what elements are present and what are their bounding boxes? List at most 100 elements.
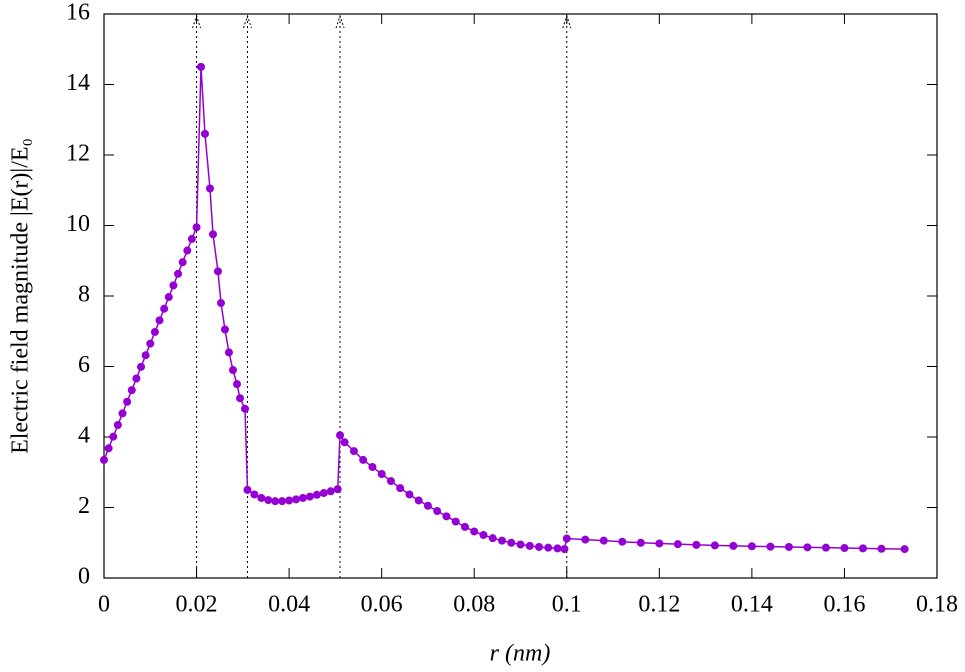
data-point bbox=[216, 299, 225, 308]
data-point bbox=[451, 517, 460, 526]
data-point bbox=[729, 541, 738, 550]
data-point bbox=[535, 542, 544, 551]
data-point bbox=[236, 394, 245, 403]
data-point bbox=[900, 545, 909, 554]
data-point bbox=[298, 493, 307, 502]
x-tick-label: 0.04 bbox=[268, 592, 310, 618]
data-point bbox=[243, 485, 252, 494]
x-tick-label: 0.12 bbox=[638, 592, 680, 618]
data-point bbox=[187, 234, 196, 243]
data-point bbox=[183, 246, 192, 255]
x-tick-label: 0.18 bbox=[916, 592, 958, 618]
data-point bbox=[160, 304, 169, 313]
data-point bbox=[220, 325, 229, 334]
data-point bbox=[104, 444, 113, 453]
data-point bbox=[224, 348, 233, 357]
y-tick-label: 2 bbox=[78, 493, 90, 519]
data-point bbox=[155, 316, 164, 325]
data-point bbox=[349, 447, 358, 456]
data-point bbox=[560, 545, 569, 554]
data-point bbox=[488, 534, 497, 543]
data-point bbox=[271, 497, 280, 506]
data-point bbox=[196, 62, 205, 71]
data-point bbox=[200, 129, 209, 138]
data-point bbox=[359, 455, 368, 464]
data-point bbox=[562, 534, 571, 543]
data-point bbox=[113, 421, 122, 430]
data-point bbox=[213, 267, 222, 276]
data-point bbox=[118, 409, 127, 418]
data-point bbox=[766, 542, 775, 551]
x-tick-label: 0.06 bbox=[361, 592, 403, 618]
data-point bbox=[169, 281, 178, 290]
data-point bbox=[784, 542, 793, 551]
data-point bbox=[205, 184, 214, 193]
x-tick-label: 0 bbox=[98, 592, 110, 618]
data-point bbox=[525, 541, 534, 550]
x-tick-label: 0.16 bbox=[823, 592, 865, 618]
x-tick-label: 0.02 bbox=[176, 592, 218, 618]
data-point bbox=[479, 530, 488, 539]
data-point bbox=[414, 496, 423, 505]
data-point bbox=[141, 351, 150, 360]
data-point bbox=[442, 512, 451, 521]
data-point bbox=[340, 438, 349, 447]
data-point bbox=[174, 269, 183, 278]
x-tick-label: 0.08 bbox=[453, 592, 495, 618]
data-point bbox=[423, 501, 432, 510]
data-point bbox=[100, 455, 108, 464]
data-point bbox=[127, 386, 136, 395]
data-point bbox=[241, 404, 250, 413]
series-line bbox=[103, 66, 905, 550]
data-point bbox=[581, 535, 590, 544]
data-point bbox=[396, 484, 405, 493]
data-point bbox=[692, 540, 701, 549]
y-tick-label: 12 bbox=[66, 141, 90, 167]
data-point bbox=[386, 477, 395, 486]
data-point bbox=[405, 490, 414, 499]
data-point bbox=[460, 522, 469, 531]
data-point bbox=[192, 223, 201, 232]
data-point bbox=[292, 495, 301, 504]
data-point bbox=[747, 542, 756, 551]
x-tick-label: 0.14 bbox=[731, 592, 773, 618]
data-point bbox=[150, 327, 159, 336]
data-point bbox=[137, 362, 146, 371]
data-point bbox=[636, 538, 645, 547]
data-point bbox=[257, 493, 266, 502]
y-tick-label: 0 bbox=[78, 564, 90, 590]
data-point bbox=[336, 431, 345, 440]
data-point bbox=[470, 527, 479, 536]
y-tick-label: 14 bbox=[66, 70, 90, 96]
data-point bbox=[599, 536, 608, 545]
data-point bbox=[544, 543, 553, 552]
data-point bbox=[178, 258, 187, 267]
data-point bbox=[877, 544, 886, 553]
data-point bbox=[123, 397, 132, 406]
boundary-arrow bbox=[335, 14, 345, 29]
data-point bbox=[132, 374, 141, 383]
data-point bbox=[710, 541, 719, 550]
x-tick-label: 0.1 bbox=[552, 592, 582, 618]
data-point bbox=[250, 490, 259, 499]
boundary-arrow bbox=[242, 14, 252, 29]
y-tick-label: 10 bbox=[66, 211, 90, 237]
data-point bbox=[264, 496, 273, 505]
data-point bbox=[305, 492, 314, 501]
data-point bbox=[655, 539, 664, 548]
data-point bbox=[146, 339, 155, 348]
data-point bbox=[319, 489, 328, 498]
data-point bbox=[840, 544, 849, 553]
data-point bbox=[821, 543, 830, 552]
data-point bbox=[109, 432, 118, 441]
data-point bbox=[553, 544, 562, 553]
data-point bbox=[618, 537, 627, 546]
data-point bbox=[803, 543, 812, 552]
y-tick-label: 8 bbox=[78, 282, 90, 308]
data-point bbox=[368, 462, 377, 471]
x-axis-label: r (nm) bbox=[490, 641, 551, 667]
y-tick-label: 4 bbox=[78, 423, 90, 449]
y-axis-label: Electric field magnitude |E(r)|/E₀ bbox=[8, 138, 34, 454]
y-tick-label: 6 bbox=[78, 352, 90, 378]
